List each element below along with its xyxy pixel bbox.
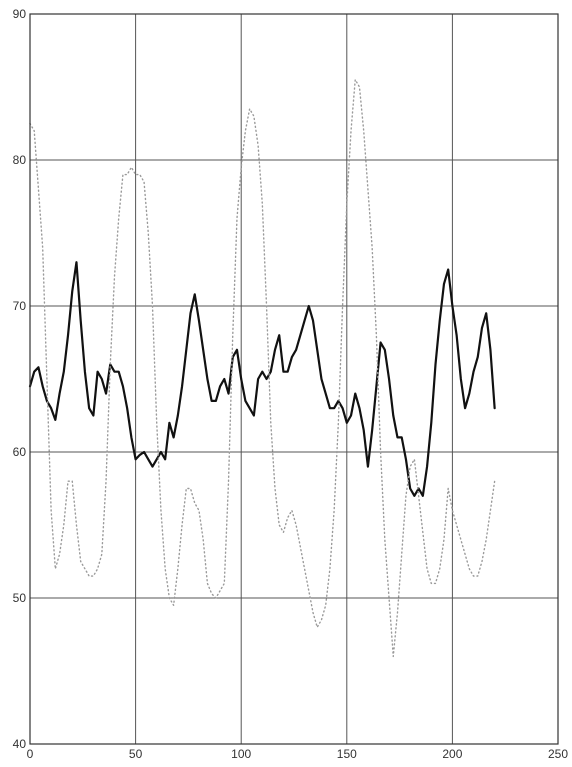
y-tick-label: 80 [13, 153, 27, 167]
y-tick-label: 60 [13, 445, 27, 459]
x-tick-label: 250 [548, 747, 568, 761]
x-tick-label: 200 [442, 747, 462, 761]
y-tick-label: 70 [13, 299, 27, 313]
plot-background [30, 14, 558, 744]
plot-frame [29, 13, 559, 745]
y-tick-label: 50 [13, 591, 27, 605]
series-lines [28, 78, 496, 658]
x-tick-labels: 0 50 100 150 200 250 [27, 747, 569, 761]
y-tick-labels: 40 50 60 70 80 90 [13, 7, 27, 751]
y-tick-label: 90 [13, 7, 27, 21]
x-tick-label: 50 [129, 747, 143, 761]
x-tick-label: 100 [231, 747, 251, 761]
x-tick-label: 0 [27, 747, 34, 761]
series-line-dotted [29, 78, 496, 658]
y-tick-label: 40 [13, 737, 27, 751]
x-tick-label: 150 [337, 747, 357, 761]
series-line-solid [28, 261, 496, 497]
